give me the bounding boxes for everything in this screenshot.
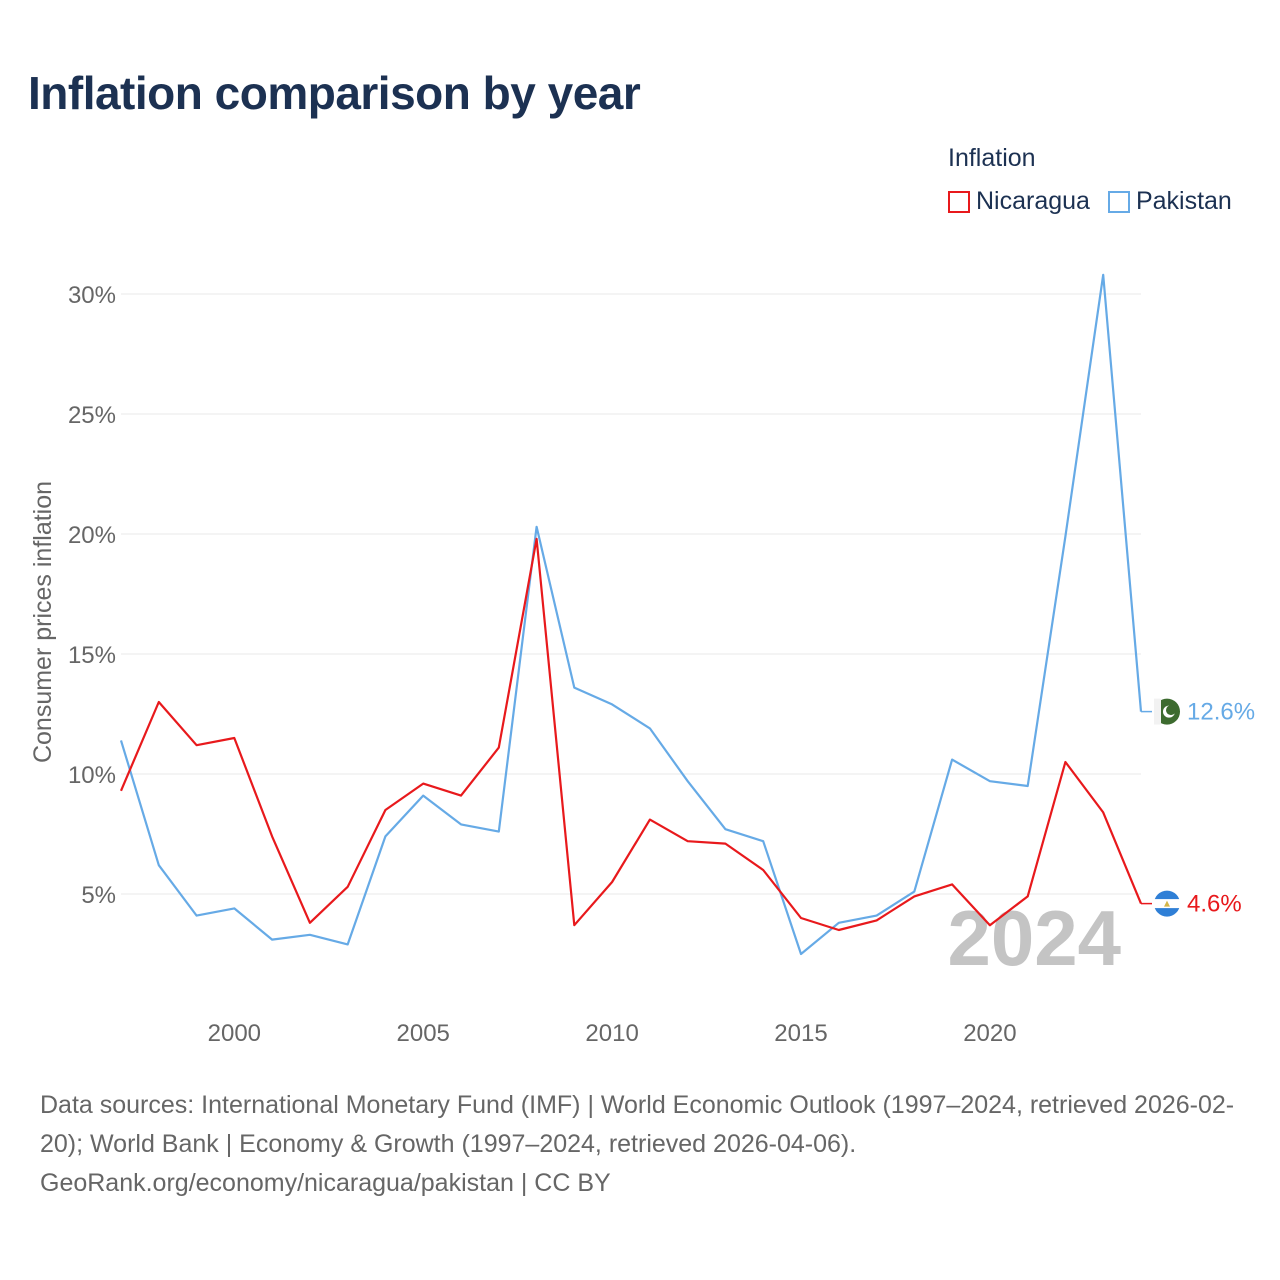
- y-tick-label: 15%: [68, 642, 116, 669]
- year-watermark: 2024: [947, 894, 1121, 982]
- series-line-nicaragua: [119, 537, 1143, 932]
- x-tick-label: 2020: [963, 1020, 1016, 1047]
- footer-credit: GeoRank.org/economy/nicaragua/pakistan |…: [40, 1169, 611, 1197]
- legend-item-nicaragua[interactable]: Nicaragua: [948, 187, 1090, 216]
- legend-label-pakistan: Pakistan: [1135, 187, 1232, 215]
- legend-swatch-pakistan: [1107, 190, 1130, 213]
- y-tick-label: 20%: [68, 522, 116, 549]
- footer: Data sources: International Monetary Fun…: [40, 1086, 1250, 1203]
- legend-label-nicaragua: Nicaragua: [976, 187, 1090, 215]
- y-tick-label: 25%: [68, 402, 116, 429]
- flag-stripe: [1154, 698, 1161, 725]
- x-tick-label: 2015: [774, 1020, 827, 1047]
- x-tick-label: 2000: [208, 1020, 261, 1047]
- y-tick-label: 5%: [81, 882, 116, 909]
- y-axis-label: Consumer prices inflation: [29, 481, 57, 763]
- y-tick-label: 30%: [68, 282, 116, 309]
- flag-crescent-cut: [1166, 705, 1176, 716]
- end-value-label-nicaragua: 4.6%: [1187, 891, 1242, 918]
- legend-title: Inflation: [948, 144, 1036, 172]
- line-chart: 5% 10% 15% 20% 25% 30% 2000 2005 2010 2015 2020 Con…: [29, 273, 1255, 1047]
- series-line-pakistan: [119, 273, 1143, 956]
- legend-items: Nicaragua Pakistan: [948, 187, 1232, 216]
- end-value-label-pakistan: 12.6%: [1187, 699, 1255, 726]
- x-tick-label: 2010: [585, 1020, 638, 1047]
- x-tick-label: 2005: [397, 1020, 450, 1047]
- footer-sources: Data sources: International Monetary Fun…: [40, 1091, 1235, 1158]
- chart-title: Inflation comparison by year: [28, 67, 641, 119]
- legend-swatch-nicaragua: [948, 190, 970, 213]
- legend-item-pakistan[interactable]: Pakistan: [1107, 187, 1232, 216]
- flag-emblem: [1164, 900, 1170, 907]
- legend: Inflation Nicaragua Pakistan: [948, 144, 1232, 216]
- y-tick-label: 10%: [68, 762, 116, 789]
